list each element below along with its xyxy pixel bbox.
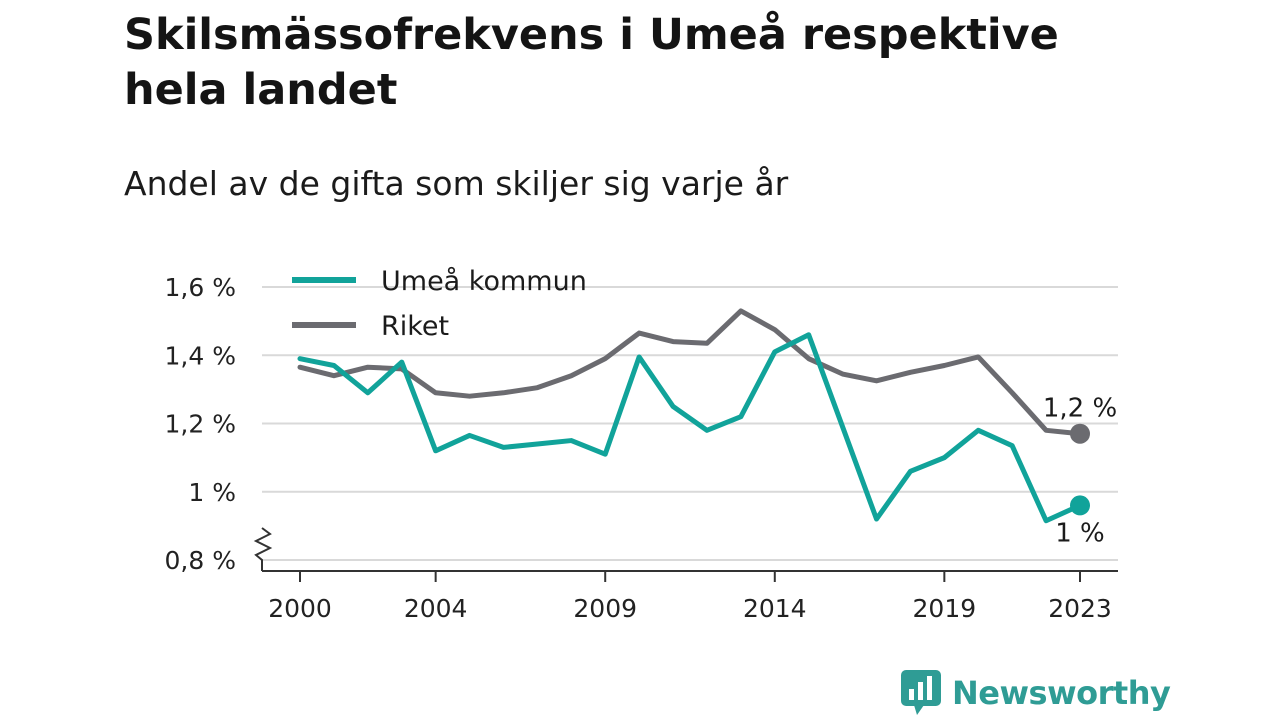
y-tick-label: 1 % [188,478,236,507]
series-line-umea [297,332,1083,524]
series-end-point [1070,495,1090,516]
series-lines [297,308,1090,524]
y-tick-label: 1,2 % [165,410,236,439]
x-tick-label: 2014 [743,594,807,623]
y-tick-label: 1,4 % [165,341,236,370]
newsworthy-logo-icon [901,670,941,715]
x-tick-label: 2023 [1048,594,1112,623]
series-line-riket [297,308,1083,437]
x-tick-label: 2019 [913,594,977,623]
legend-label: Umeå kommun [381,266,587,297]
legend-label: Riket [381,311,449,342]
axes: 0,8 % 1 % 1,2 % 1,4 % 1,6 % 2000 2004 2009 2014 2… [165,273,1118,623]
y-tick-label: 1,6 % [165,273,236,302]
series-end-label: 1 % [1055,518,1105,548]
legend-item: Riket [292,311,449,342]
legend-item: Umeå kommun [292,266,587,297]
chart-title: Skilsmässofrekvens i Umeå respektive hel… [124,10,1059,115]
brand-name: Newsworthy [952,674,1171,712]
x-tick-label: 2009 [573,594,637,623]
x-tick-label: 2004 [404,594,468,623]
chart-subtitle: Andel av de gifta som skiljer sig varje … [124,164,789,203]
y-tick-label: 0,8 % [165,546,236,575]
end-labels: 1 % 1,2 % [1043,394,1117,549]
x-tick-label: 2000 [268,594,332,623]
series-end-point [1070,423,1090,444]
legend: Umeå kommun Riket [292,266,587,342]
series-end-label: 1,2 % [1043,394,1117,424]
brand-logo: Newsworthy [900,668,1171,718]
axis-break-icon [253,527,273,571]
